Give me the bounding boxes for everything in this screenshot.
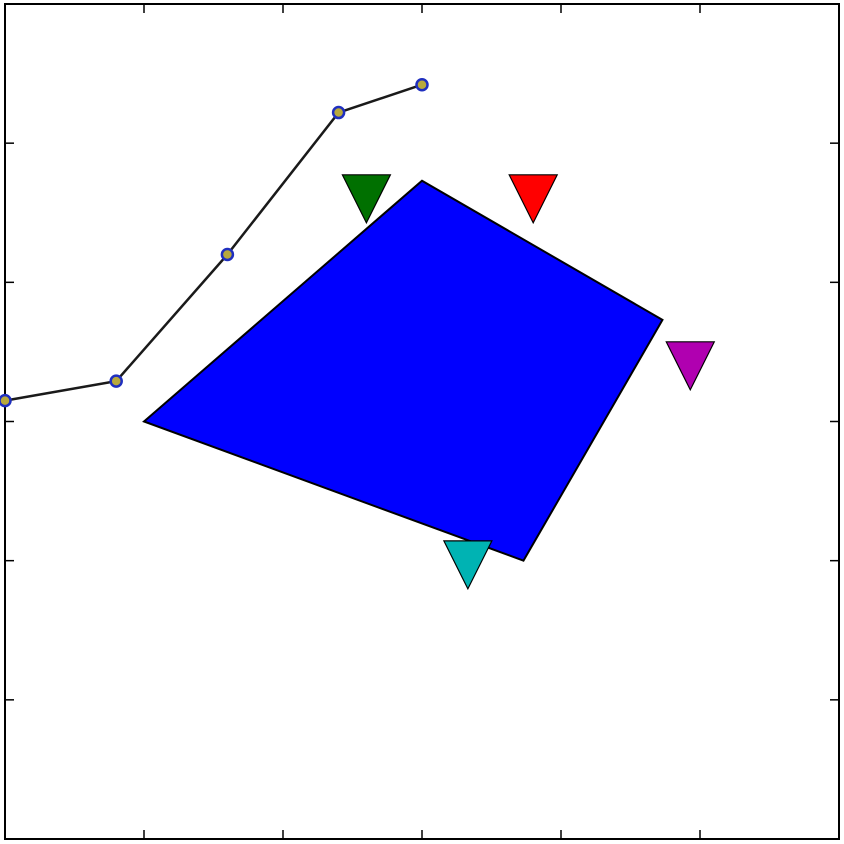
series-point-3 <box>331 105 346 120</box>
rotated-square <box>142 179 664 562</box>
polygon-layer <box>142 179 664 562</box>
triangle-marker-red <box>508 174 559 225</box>
series-point-1 <box>109 374 123 388</box>
ticks-layer <box>5 4 839 839</box>
series-point-0 <box>0 393 12 408</box>
series-point-4 <box>415 77 429 92</box>
series-point-2 <box>220 247 235 262</box>
markers-layer <box>341 174 716 591</box>
line-layer <box>0 77 429 408</box>
triangle-marker-magenta <box>665 341 716 392</box>
triangle-marker-cyan <box>442 540 493 591</box>
triangle-marker-green <box>341 174 392 225</box>
